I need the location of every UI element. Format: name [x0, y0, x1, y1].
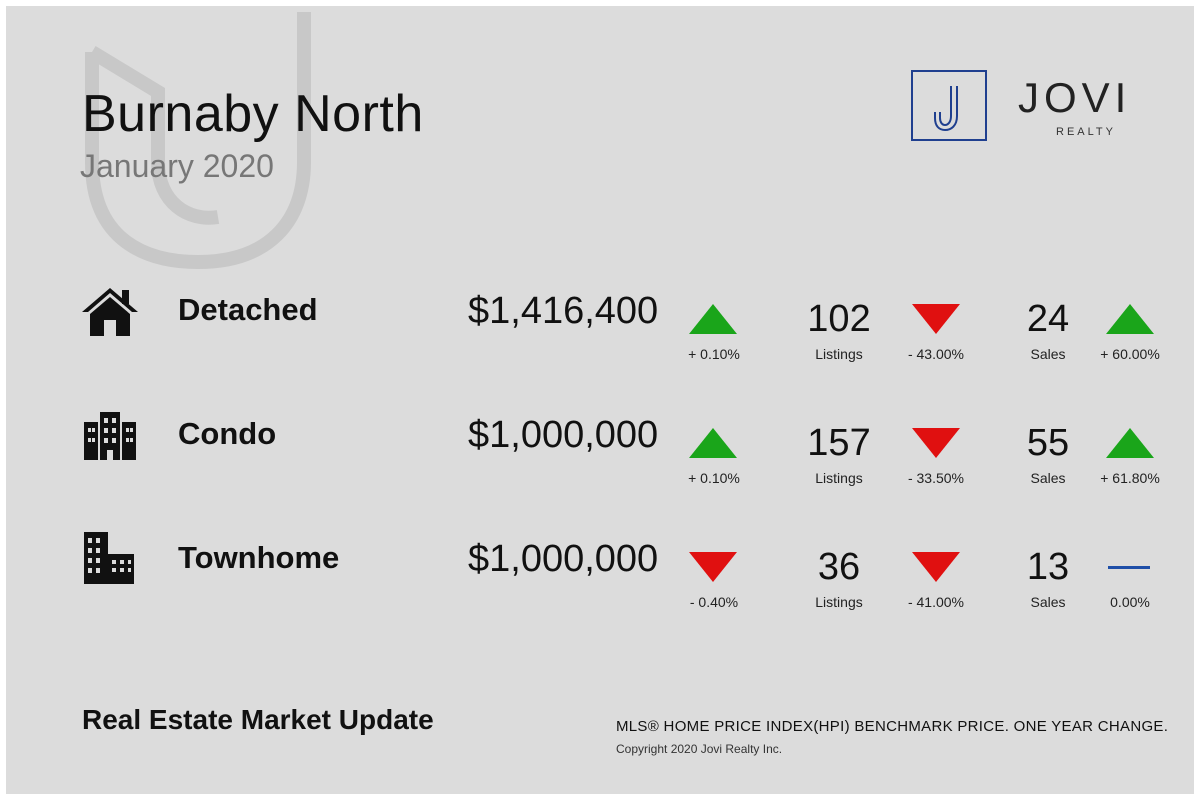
sales-label: Sales — [1030, 346, 1066, 362]
type-label: Townhome — [178, 540, 340, 575]
sales-up-arrow-icon — [1106, 428, 1154, 458]
watermark-logo-icon — [85, 12, 311, 270]
benchmark-price: $1,416,400 — [468, 290, 659, 332]
sales-change: + 60.00% — [1100, 346, 1160, 362]
sales-count: 24 — [1026, 298, 1070, 340]
sales-change: 0.00% — [1110, 594, 1150, 610]
sales-label: Sales — [1030, 470, 1066, 486]
condo-building-icon — [84, 412, 136, 460]
listings-count: 157 — [807, 422, 871, 464]
house-icon — [82, 288, 138, 336]
price-change: + 0.10% — [688, 346, 740, 362]
price-up-arrow-icon — [689, 428, 737, 458]
listings-change: - 43.00% — [907, 346, 965, 362]
type-label: Detached — [178, 292, 318, 327]
j-monogram-icon — [934, 86, 958, 132]
listings-down-arrow-icon — [912, 552, 960, 582]
townhome-buildings-icon — [84, 532, 134, 584]
footer-note: MLS® HOME PRICE INDEX(HPI) BENCHMARK PRI… — [616, 718, 1169, 735]
logo-tagline: REALTY — [1056, 126, 1116, 138]
listings-count: 102 — [807, 298, 871, 340]
listings-change: - 33.50% — [907, 470, 965, 486]
benchmark-price: $1,000,000 — [468, 538, 659, 580]
listings-down-arrow-icon — [912, 304, 960, 334]
sales-label: Sales — [1030, 594, 1066, 610]
row-detached: Detached $1,416,400 + 0.10% 102 Listings… — [6, 284, 1194, 394]
copyright: Copyright 2020 Jovi Realty Inc. — [616, 742, 783, 756]
logo-name: JOVI — [1018, 74, 1132, 121]
price-change: - 0.40% — [689, 594, 739, 610]
sales-change: + 61.80% — [1100, 470, 1160, 486]
benchmark-price: $1,000,000 — [468, 414, 659, 456]
type-label: Condo — [178, 416, 277, 451]
row-condo: Condo $1,000,000 + 0.10% 157 Listings - … — [6, 408, 1194, 518]
price-change: + 0.10% — [688, 470, 740, 486]
listings-count: 36 — [817, 546, 861, 588]
listings-label: Listings — [815, 470, 863, 486]
listings-down-arrow-icon — [912, 428, 960, 458]
page-title: Burnaby North — [82, 85, 424, 143]
jovi-logo-mark — [911, 70, 987, 141]
sales-flat-dash-icon — [1108, 566, 1150, 569]
sales-count: 55 — [1026, 422, 1070, 464]
page-subtitle: January 2020 — [80, 148, 274, 184]
footer-title: Real Estate Market Update — [82, 704, 434, 735]
price-up-arrow-icon — [689, 304, 737, 334]
row-townhome: Townhome $1,000,000 - 0.40% 36 Listings … — [6, 532, 1194, 642]
listings-label: Listings — [815, 594, 863, 610]
sales-count: 13 — [1026, 546, 1070, 588]
listings-label: Listings — [815, 346, 863, 362]
listings-change: - 41.00% — [907, 594, 965, 610]
price-down-arrow-icon — [689, 552, 737, 582]
market-update-card: Burnaby North January 2020 JOVI REALTY D… — [6, 6, 1194, 794]
sales-up-arrow-icon — [1106, 304, 1154, 334]
